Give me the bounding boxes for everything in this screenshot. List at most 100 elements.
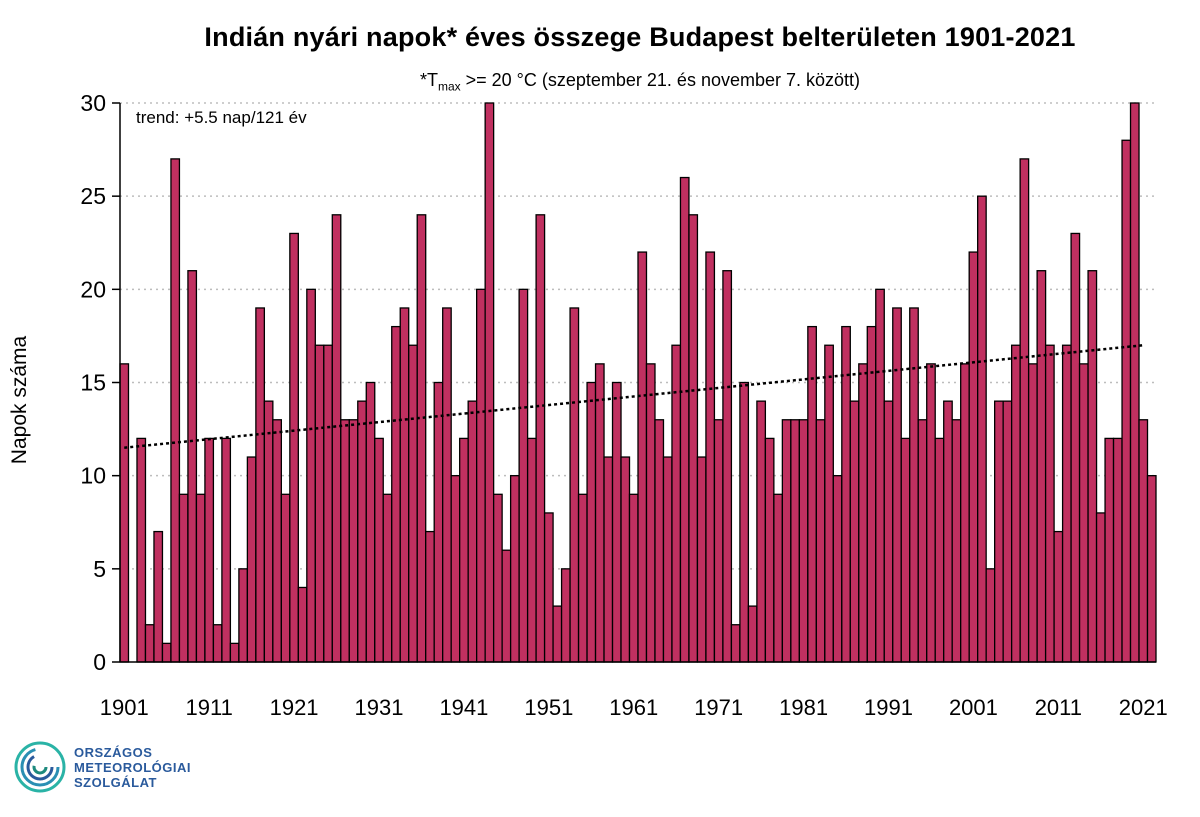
bar bbox=[374, 437, 384, 663]
x-tick-label: 2011 bbox=[1035, 695, 1082, 720]
bar bbox=[238, 568, 249, 663]
y-tick-label: 30 bbox=[80, 90, 106, 116]
bar bbox=[1044, 344, 1055, 663]
bar bbox=[416, 214, 427, 663]
bar bbox=[628, 493, 639, 663]
y-tick-label: 5 bbox=[93, 556, 106, 582]
bar bbox=[1104, 437, 1115, 663]
subtitle-suffix: >= 20 °C (szeptember 21. és november 7. … bbox=[460, 70, 861, 90]
bar bbox=[713, 419, 724, 663]
bar bbox=[221, 437, 232, 663]
bar bbox=[153, 530, 164, 663]
bar bbox=[994, 400, 1004, 663]
axes: 0 5 10 15 20 25 30 1901 1911 1921 1931 1941 1951 1961… bbox=[80, 90, 1167, 720]
x-tick-label: 1901 bbox=[100, 695, 149, 720]
bar bbox=[841, 325, 851, 663]
bar bbox=[662, 456, 673, 663]
bar bbox=[331, 214, 342, 663]
bar bbox=[509, 475, 520, 663]
bar bbox=[1129, 102, 1140, 663]
bar bbox=[764, 437, 775, 663]
bar bbox=[357, 400, 367, 663]
logo-line-3: SZOLGÁLAT bbox=[74, 775, 157, 790]
bar bbox=[1019, 158, 1030, 663]
bar bbox=[391, 325, 401, 663]
bar bbox=[951, 419, 962, 663]
bar bbox=[849, 400, 860, 663]
trend-line bbox=[124, 343, 1144, 449]
bar bbox=[212, 624, 223, 663]
bar bbox=[747, 605, 758, 663]
bar bbox=[934, 437, 945, 663]
bar bbox=[195, 493, 206, 663]
bar bbox=[594, 363, 605, 663]
bar bbox=[858, 363, 868, 663]
bar bbox=[204, 437, 215, 663]
bar bbox=[739, 381, 750, 663]
bar bbox=[178, 493, 189, 663]
bar bbox=[696, 456, 707, 663]
bar bbox=[1027, 363, 1038, 663]
bar bbox=[442, 307, 452, 663]
bar bbox=[773, 493, 784, 663]
bar bbox=[977, 195, 987, 663]
bar bbox=[263, 400, 274, 663]
bar bbox=[348, 419, 359, 663]
subtitle-prefix: *T bbox=[419, 70, 438, 90]
bar bbox=[314, 344, 325, 663]
bar bbox=[679, 176, 690, 663]
omsz-logo: ORSZÁGOS METEOROLÓGIAI SZOLGÁLAT bbox=[12, 737, 212, 797]
bar bbox=[909, 307, 919, 663]
bar bbox=[1010, 344, 1021, 663]
bars bbox=[119, 102, 1157, 663]
bar bbox=[1036, 270, 1047, 663]
y-tick-label: 10 bbox=[80, 463, 106, 489]
bar bbox=[900, 437, 911, 663]
y-tick-label: 15 bbox=[80, 370, 106, 396]
trend-line-path bbox=[124, 343, 1144, 449]
bar bbox=[1138, 419, 1149, 663]
bar bbox=[730, 624, 741, 663]
bar bbox=[382, 493, 393, 663]
omsz-spiral-logo-icon bbox=[14, 741, 66, 793]
bar bbox=[323, 344, 333, 663]
bar bbox=[1112, 437, 1123, 663]
bar bbox=[119, 363, 130, 663]
bar bbox=[552, 605, 563, 663]
bar bbox=[170, 158, 181, 663]
bar bbox=[926, 363, 936, 663]
bar bbox=[875, 288, 885, 663]
y-tick-label: 0 bbox=[93, 649, 106, 675]
bar bbox=[943, 400, 953, 663]
bar bbox=[883, 400, 894, 663]
bar bbox=[866, 325, 877, 663]
bar bbox=[161, 642, 172, 663]
bar bbox=[917, 419, 928, 663]
bar bbox=[399, 307, 410, 663]
bar bbox=[756, 400, 767, 663]
bar bbox=[433, 381, 444, 663]
x-tick-label: 1971 bbox=[694, 695, 743, 720]
bar bbox=[280, 493, 291, 663]
bar bbox=[1002, 400, 1013, 663]
logo-line-1: ORSZÁGOS bbox=[74, 745, 153, 760]
bar bbox=[484, 102, 495, 663]
x-tick-label: 1961 bbox=[609, 695, 658, 720]
bar bbox=[289, 232, 299, 663]
x-tick-label: 1931 bbox=[355, 695, 404, 720]
bar bbox=[586, 381, 597, 663]
bar bbox=[815, 419, 826, 663]
bar bbox=[1146, 475, 1157, 663]
chart-title: Indián nyári napok* éves összege Budapes… bbox=[204, 22, 1076, 52]
bar bbox=[1078, 363, 1089, 663]
chart-subtitle: *Tmax >= 20 °C (szeptember 21. és novemb… bbox=[0, 70, 1200, 94]
bar bbox=[459, 437, 469, 663]
bar bbox=[824, 344, 834, 663]
y-tick-label: 20 bbox=[80, 276, 106, 302]
bar bbox=[645, 363, 656, 663]
bar bbox=[790, 419, 800, 663]
bar bbox=[620, 456, 631, 663]
bar bbox=[560, 568, 571, 663]
bar bbox=[1087, 270, 1098, 663]
